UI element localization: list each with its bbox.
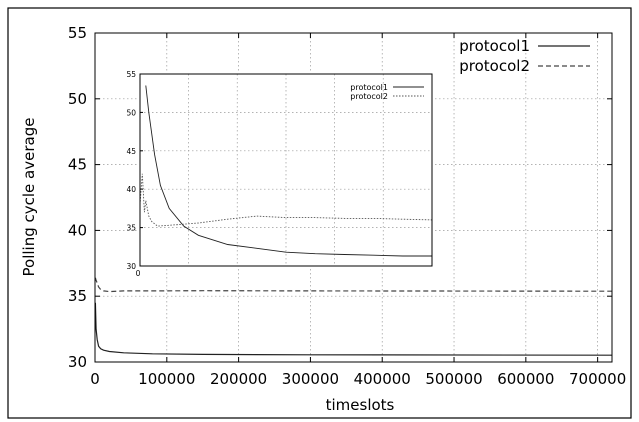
inset-y-tick-label: 35: [126, 224, 136, 233]
series-line-protocol2: [94, 277, 613, 293]
inset-y-tick-label: 30: [126, 262, 136, 271]
inset-series-line-protocol2: [139, 173, 433, 227]
y-tick-label: 55: [68, 24, 87, 42]
inset-legend-label-protocol2: protocol2: [350, 92, 388, 101]
inset-legend: protocol1 protocol2: [350, 83, 424, 101]
inset-grid: [140, 74, 432, 266]
y-tick-label: 30: [68, 353, 87, 371]
y-tick-label: 45: [68, 156, 87, 174]
x-tick-label: 700000: [569, 370, 626, 388]
series-line-protocol1: [94, 302, 613, 356]
inset-y-tick-label: 55: [126, 70, 136, 79]
x-axis-label: timeslots: [326, 396, 395, 414]
x-tick-label: 400000: [354, 370, 411, 388]
y-tick-label: 35: [68, 287, 87, 305]
y-tick-label: 40: [68, 221, 87, 239]
inset-y-tick-label: 50: [126, 108, 136, 117]
main-series: [94, 277, 613, 356]
legend-label-protocol1: protocol1: [459, 37, 530, 55]
inset-x-tick-label-0: 0: [136, 269, 141, 278]
x-tick-label: 500000: [425, 370, 482, 388]
x-tick-label: 100000: [138, 370, 195, 388]
y-tick-label: 50: [68, 90, 87, 108]
x-tick-label: 200000: [210, 370, 267, 388]
main-plot-area-border: [94, 32, 613, 363]
inset-series-line-protocol1: [145, 85, 432, 257]
x-tick-label: 0: [90, 370, 100, 388]
inset-y-tick-label: 45: [126, 147, 136, 156]
inset-plot-area-border: [139, 73, 433, 267]
y-axis-label: Polling cycle average: [20, 118, 38, 277]
main-legend: protocol1 protocol2: [459, 37, 590, 75]
inset-chart: 30 35 40 45 50 55 0 protocol1 protocol2: [126, 70, 434, 278]
x-tick-label: 600000: [497, 370, 554, 388]
inset-y-tick-label: 40: [126, 185, 136, 194]
figure-frame: [7, 7, 632, 419]
legend-label-protocol2: protocol2: [459, 57, 530, 75]
x-tick-label: 300000: [282, 370, 339, 388]
inset-series: [139, 85, 433, 257]
inset-legend-label-protocol1: protocol1: [350, 83, 388, 92]
